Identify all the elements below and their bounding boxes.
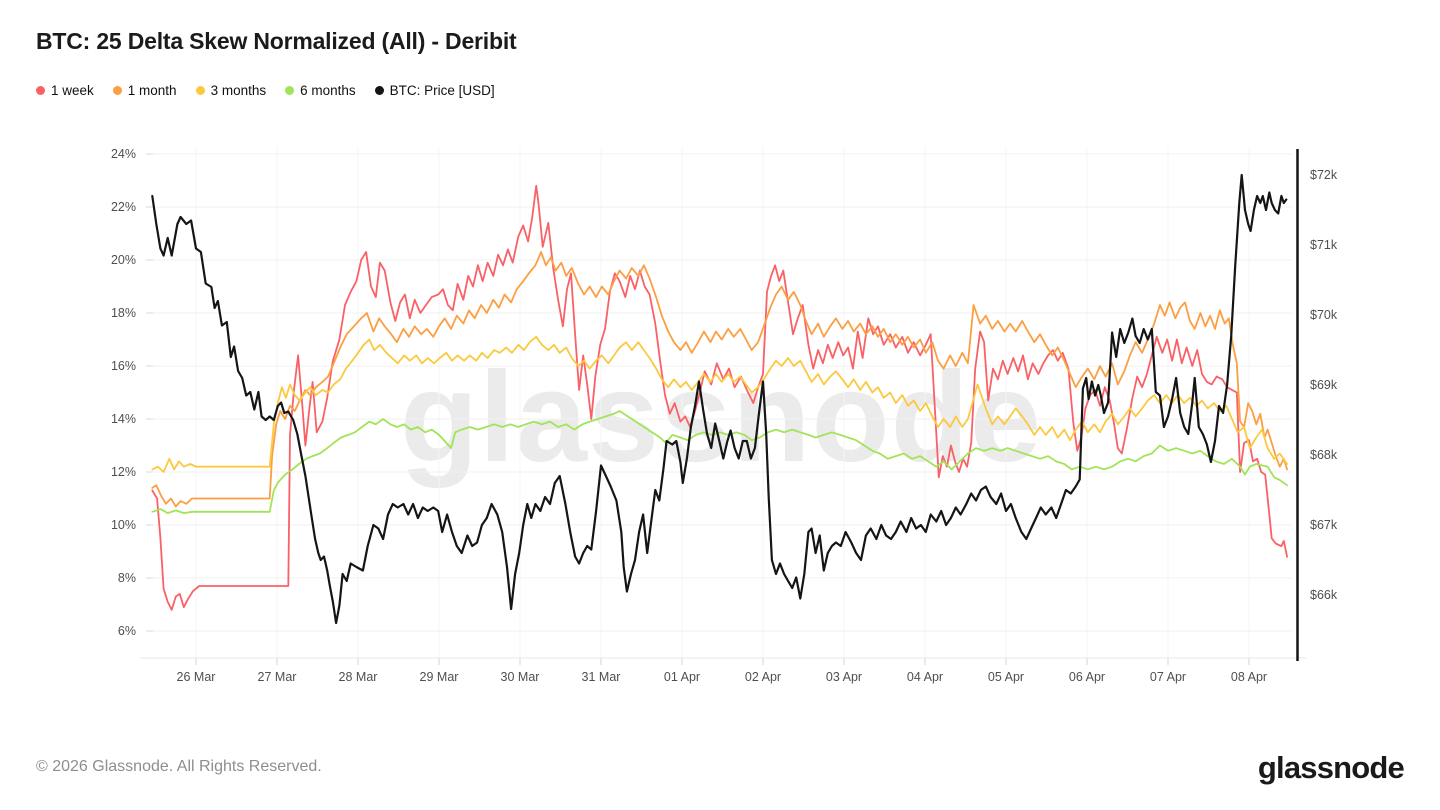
chart-legend: 1 week 1 month 3 months 6 months BTC: Price … bbox=[36, 83, 495, 98]
legend-item-label: BTC: Price [USD] bbox=[389, 83, 495, 98]
series-line-1-month bbox=[151, 251, 1288, 508]
legend-color-dot bbox=[374, 86, 384, 95]
legend-color-dot bbox=[195, 86, 205, 95]
series-line-6-months bbox=[151, 410, 1288, 514]
glassnode-logo: glassnode bbox=[1257, 750, 1405, 785]
series-line-3-months bbox=[151, 335, 1288, 473]
series-line-btc-price-usd- bbox=[151, 173, 1288, 625]
legend-item-label: 6 months bbox=[300, 83, 356, 98]
legend-item-1-month[interactable]: 1 month bbox=[112, 83, 177, 98]
legend-item-label: 3 months bbox=[210, 83, 267, 98]
legend-color-dot bbox=[285, 86, 295, 95]
legend-item-6-months[interactable]: 6 months bbox=[285, 83, 356, 98]
legend-color-dot bbox=[112, 86, 122, 95]
series-line-1-week bbox=[151, 184, 1288, 611]
legend-item-label: 1 month bbox=[127, 83, 177, 98]
legend-color-dot bbox=[36, 86, 45, 95]
copyright-text: © 2026 Glassnode. All Rights Reserved. bbox=[36, 758, 322, 775]
legend-item-3-months[interactable]: 3 months bbox=[195, 83, 267, 98]
page-title: BTC: 25 Delta Skew Normalized (All) - De… bbox=[36, 28, 517, 54]
legend-item-label: 1 week bbox=[51, 83, 94, 98]
legend-item-btc-price-usd-[interactable]: BTC: Price [USD] bbox=[374, 83, 495, 98]
legend-item-1-week[interactable]: 1 week bbox=[36, 83, 94, 98]
